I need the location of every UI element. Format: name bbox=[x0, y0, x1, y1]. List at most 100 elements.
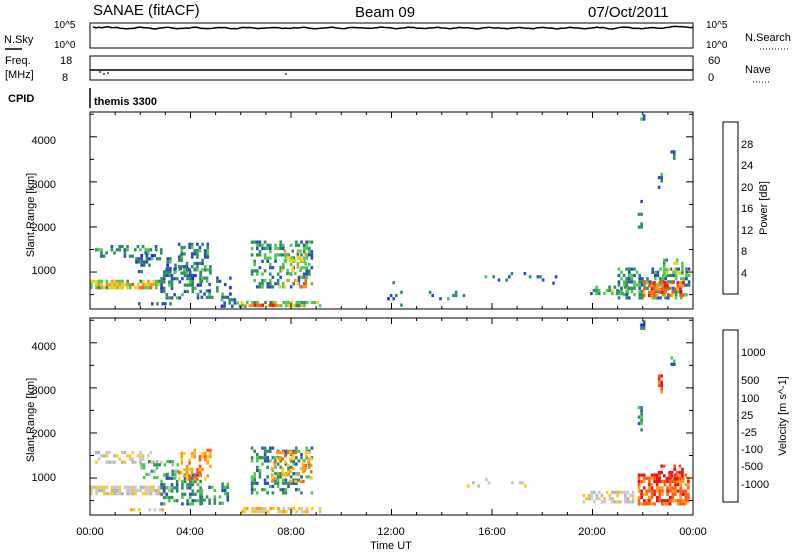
data-cell bbox=[170, 286, 174, 290]
data-cell bbox=[282, 506, 285, 511]
data-cell bbox=[134, 488, 137, 493]
data-cell bbox=[679, 502, 682, 506]
data-cell bbox=[668, 499, 672, 503]
data-cell bbox=[673, 268, 676, 272]
data-cell bbox=[681, 502, 685, 506]
data-cell bbox=[128, 254, 132, 258]
data-cell bbox=[191, 283, 195, 287]
data-cell bbox=[681, 474, 684, 478]
data-cell bbox=[185, 265, 189, 269]
data-cell bbox=[308, 240, 311, 244]
data-cell bbox=[630, 286, 634, 290]
data-cell bbox=[670, 362, 673, 366]
data-cell bbox=[256, 481, 259, 485]
data-cell bbox=[617, 273, 621, 278]
data-cell bbox=[287, 484, 290, 489]
vel-cbar-tick-500: 500 bbox=[741, 375, 759, 387]
data-cell bbox=[203, 292, 206, 296]
data-cell bbox=[108, 282, 111, 287]
data-cell bbox=[485, 478, 488, 482]
data-cell bbox=[147, 286, 150, 290]
data-cell bbox=[199, 283, 202, 287]
data-cell bbox=[153, 463, 156, 467]
data-cell bbox=[118, 282, 121, 287]
data-cell bbox=[283, 473, 287, 477]
data-cell bbox=[218, 495, 222, 499]
data-cell bbox=[681, 284, 685, 288]
data-cell bbox=[250, 484, 254, 489]
data-cell bbox=[139, 451, 142, 455]
data-cell bbox=[684, 489, 688, 493]
data-cell bbox=[592, 288, 596, 292]
data-cell bbox=[302, 467, 305, 471]
data-cell bbox=[100, 454, 103, 458]
data-cell bbox=[90, 286, 93, 290]
data-cell bbox=[274, 246, 277, 251]
data-cell bbox=[135, 257, 138, 261]
data-cell bbox=[160, 460, 163, 464]
data-cell bbox=[165, 273, 169, 278]
data-cell bbox=[592, 490, 596, 494]
data-cell bbox=[171, 469, 174, 473]
data-cell bbox=[193, 252, 197, 256]
data-cell bbox=[638, 283, 641, 287]
data-cell bbox=[645, 502, 649, 506]
data-cell bbox=[157, 282, 161, 287]
data-cell bbox=[123, 460, 127, 464]
data-cell bbox=[250, 240, 254, 244]
data-cell bbox=[291, 451, 295, 455]
data-cell bbox=[284, 253, 288, 257]
data-cell bbox=[682, 277, 686, 281]
nave-dot bbox=[99, 71, 101, 73]
data-cell bbox=[203, 276, 206, 280]
data-cell bbox=[185, 471, 189, 475]
nave-dots bbox=[99, 71, 287, 75]
data-cell bbox=[196, 265, 199, 269]
data-cell bbox=[168, 270, 171, 274]
data-cell bbox=[185, 261, 189, 266]
data-cell bbox=[657, 185, 661, 189]
data-cell bbox=[663, 281, 667, 285]
data-cell bbox=[261, 446, 264, 450]
data-cell bbox=[206, 242, 210, 246]
data-cell bbox=[684, 495, 688, 500]
data-cell bbox=[661, 277, 665, 281]
data-cell bbox=[655, 284, 659, 288]
data-cell bbox=[243, 506, 246, 511]
data-cell bbox=[191, 502, 195, 506]
data-cell bbox=[663, 290, 667, 294]
data-cell bbox=[277, 304, 280, 308]
data-cell bbox=[653, 290, 656, 294]
data-cell bbox=[623, 285, 627, 289]
data-cell bbox=[171, 460, 174, 464]
data-cell bbox=[266, 282, 269, 286]
data-cell bbox=[136, 488, 140, 493]
data-cell bbox=[168, 460, 172, 464]
data-cell bbox=[640, 409, 643, 413]
data-cell bbox=[190, 245, 194, 250]
data-cell bbox=[205, 495, 209, 499]
data-cell bbox=[256, 272, 259, 276]
data-cell bbox=[226, 482, 230, 486]
data-cell bbox=[188, 283, 192, 287]
data-cell bbox=[524, 484, 527, 488]
data-cell bbox=[138, 302, 141, 306]
data-cell bbox=[269, 300, 272, 305]
data-cell bbox=[173, 293, 176, 297]
data-cell bbox=[201, 467, 204, 472]
data-cell bbox=[299, 467, 303, 471]
data-cell bbox=[240, 304, 244, 308]
data-cell bbox=[123, 254, 127, 258]
data-cell bbox=[431, 293, 434, 298]
data-cell bbox=[648, 479, 651, 484]
data-cell bbox=[286, 463, 290, 467]
data-cell bbox=[663, 474, 666, 478]
data-cell bbox=[147, 279, 150, 283]
data-cell bbox=[136, 286, 140, 290]
data-cell bbox=[162, 483, 166, 487]
data-cell bbox=[209, 464, 212, 468]
data-cell bbox=[188, 486, 192, 490]
data-cell bbox=[126, 488, 129, 493]
data-cell bbox=[308, 465, 311, 469]
data-cell bbox=[648, 483, 651, 487]
